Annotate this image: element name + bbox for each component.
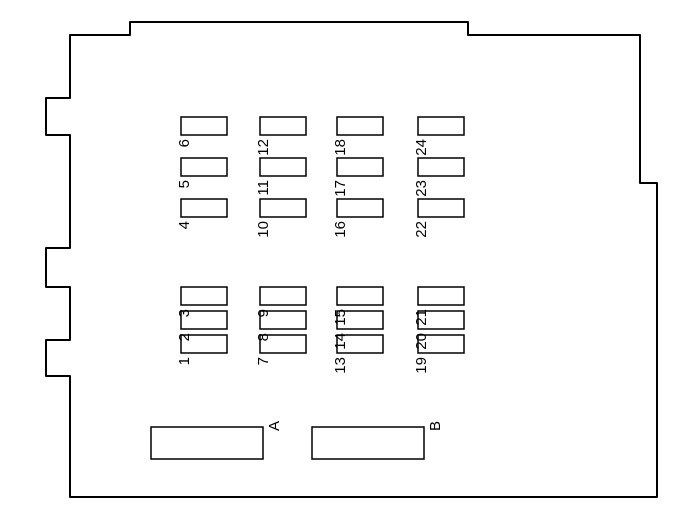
fuse-box-diagram: 123789131415192021456101112161718222324A…	[0, 0, 697, 525]
fuse-label-A: A	[266, 421, 283, 431]
fuse-label-14: 14	[332, 333, 349, 350]
fuse-label-22: 22	[413, 221, 430, 238]
fuse-label-7: 7	[255, 357, 272, 365]
fuse-label-15: 15	[332, 309, 349, 326]
fuse-label-24: 24	[413, 139, 430, 156]
fuse-label-23: 23	[413, 180, 430, 197]
fuse-label-11: 11	[255, 180, 272, 196]
fuse-label-1: 1	[176, 357, 193, 365]
fuse-label-18: 18	[332, 139, 349, 156]
fuse-label-19: 19	[413, 357, 430, 374]
fuse-label-8: 8	[255, 333, 272, 341]
fuse-label-B: B	[427, 421, 444, 431]
background	[0, 0, 697, 525]
fuse-label-9: 9	[255, 309, 272, 317]
fuse-label-5: 5	[176, 180, 193, 188]
fuse-label-21: 21	[413, 309, 430, 326]
fuse-label-10: 10	[255, 221, 272, 238]
fuse-label-4: 4	[176, 221, 193, 229]
fuse-label-13: 13	[332, 357, 349, 374]
fuse-label-2: 2	[176, 333, 193, 341]
fuse-label-17: 17	[332, 180, 349, 197]
fuse-label-16: 16	[332, 221, 349, 238]
fuse-label-20: 20	[413, 333, 430, 350]
fuse-label-12: 12	[255, 139, 272, 156]
fuse-label-3: 3	[176, 309, 193, 317]
fuse-label-6: 6	[176, 139, 193, 147]
